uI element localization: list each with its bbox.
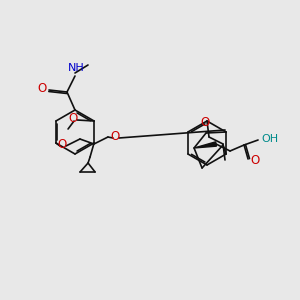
Text: O: O	[57, 139, 67, 152]
Text: O: O	[250, 154, 259, 167]
Text: O: O	[38, 82, 47, 95]
Text: O: O	[110, 130, 120, 143]
Text: OH: OH	[261, 134, 278, 144]
Text: O: O	[200, 116, 210, 129]
Polygon shape	[194, 142, 216, 148]
Text: NH: NH	[68, 63, 84, 73]
Text: O: O	[69, 112, 78, 125]
